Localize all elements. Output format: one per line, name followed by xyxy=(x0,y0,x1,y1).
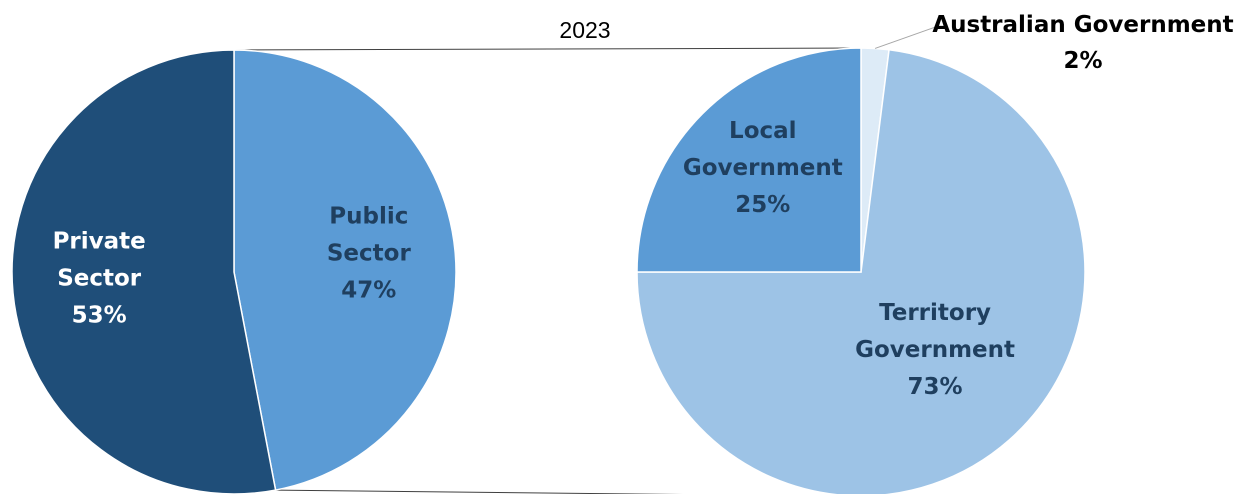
pie2-label-territory-government-line-3: 73% xyxy=(908,374,963,400)
pie2-label-local-government-line-2: Government xyxy=(683,155,843,181)
connector-line-bottom xyxy=(275,489,684,494)
leader-line xyxy=(874,25,938,49)
pie1-label-private-sector-line-1: Private xyxy=(53,229,146,255)
slice-labels: Public Sector 47% Private Sector 53% Australia… xyxy=(53,12,1234,400)
pie1-label-private-sector-line-2: Sector xyxy=(57,266,142,292)
pie2-slice-local-government xyxy=(636,47,862,273)
pie2-label-local-government-line-3: 25% xyxy=(735,192,790,218)
pie2-label-local-government-line-1: Local xyxy=(729,118,797,144)
chart-title: 2023 xyxy=(559,17,610,43)
pie1-slice-public-sector xyxy=(233,49,457,491)
pie1-label-public-sector-line-1: Public xyxy=(329,203,408,229)
main-pie xyxy=(11,49,457,494)
pie1-label-private-sector-line-3: 53% xyxy=(72,303,127,329)
pie2-label-australian-government-line-2: 2% xyxy=(1063,48,1102,74)
pie2-label-territory-government-line-1: Territory xyxy=(879,300,991,326)
pie1-label-public-sector-line-2: Sector xyxy=(327,240,412,266)
pie2-label-territory-government-line-2: Government xyxy=(855,337,1015,363)
connector-lines xyxy=(233,47,862,494)
secondary-pie xyxy=(636,47,1086,494)
connector-line-top xyxy=(233,47,862,51)
pie2-slice-territory-government xyxy=(636,48,1086,494)
pie1-label-public-sector-line-3: 47% xyxy=(341,277,396,303)
pie1-slice-private-sector xyxy=(11,49,277,494)
pie2-label-australian-government-line-1: Australian Government xyxy=(932,12,1233,38)
